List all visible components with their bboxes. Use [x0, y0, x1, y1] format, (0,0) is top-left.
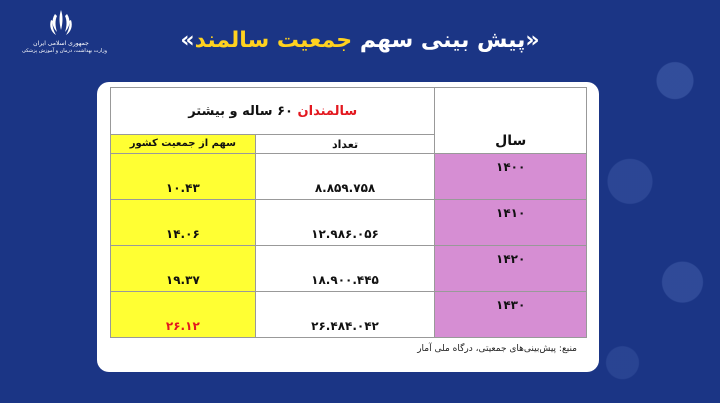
title-highlight: جمعیت سالمند	[194, 28, 353, 53]
table-header-row-1: سال سالمندان ۶۰ ساله و بیشتر	[109, 87, 587, 154]
table-card: سال سالمندان ۶۰ ساله و بیشتر تعداد سهم ا…	[97, 82, 599, 372]
title-part-1: پیش بینی سهم	[352, 28, 526, 53]
share-cell: ۱۴.۰۶	[110, 199, 256, 246]
title-quote-close: »	[180, 28, 195, 53]
table-row: ۱۴۲۰ ۱۸.۹۰۰.۴۴۵ ۱۹.۳۷	[110, 245, 587, 292]
table-row: ۱۴۰۰ ۸.۸۵۹.۷۵۸ ۱۰.۴۳	[110, 153, 587, 200]
group-header: سالمندان ۶۰ ساله و بیشتر	[109, 87, 436, 135]
year-cell: ۱۴۰۰	[434, 153, 587, 200]
group-header-prefix: سالمندان	[297, 103, 358, 119]
iran-emblem-icon	[50, 10, 72, 35]
count-cell: ۱۸.۹۰۰.۴۴۵	[254, 245, 436, 292]
title-quote-open: «	[525, 28, 540, 53]
source-note: منبع: پیش‌بینی‌های جمعیتی، درگاه ملی آما…	[417, 344, 577, 354]
count-header: تعداد	[254, 134, 436, 154]
elderly-population-table: سال سالمندان ۶۰ ساله و بیشتر تعداد سهم ا…	[109, 87, 587, 338]
ministry-emblem: جمهوری اسلامی ایران وزارت بهداشت، درمان …	[22, 8, 107, 55]
share-header: سهم از جمعیت کشور	[110, 134, 256, 154]
emblem-line-1: جمهوری اسلامی ایران	[33, 40, 89, 47]
share-cell: ۱۰.۴۳	[110, 153, 256, 200]
page-title: «پیش بینی سهم جمعیت سالمند»	[170, 28, 550, 53]
count-cell: ۲۶.۴۸۴.۰۴۲	[254, 291, 436, 338]
year-cell: ۱۴۲۰	[434, 245, 587, 292]
year-cell: ۱۴۱۰	[434, 199, 587, 246]
count-cell: ۱۲.۹۸۶.۰۵۶	[254, 199, 436, 246]
share-cell: ۱۹.۳۷	[110, 245, 256, 292]
share-cell-highlighted: ۲۶.۱۲	[110, 291, 256, 338]
year-cell: ۱۴۳۰	[434, 291, 587, 338]
table-row: ۱۴۱۰ ۱۲.۹۸۶.۰۵۶ ۱۴.۰۶	[110, 199, 587, 246]
count-cell: ۸.۸۵۹.۷۵۸	[254, 153, 436, 200]
group-header-suffix: ۶۰ ساله و بیشتر	[188, 103, 298, 119]
year-header: سال	[434, 87, 587, 154]
emblem-line-2: وزارت بهداشت، درمان و آموزش پزشکی	[22, 48, 108, 54]
table-row: ۱۴۳۰ ۲۶.۴۸۴.۰۴۲ ۲۶.۱۲	[110, 291, 587, 338]
